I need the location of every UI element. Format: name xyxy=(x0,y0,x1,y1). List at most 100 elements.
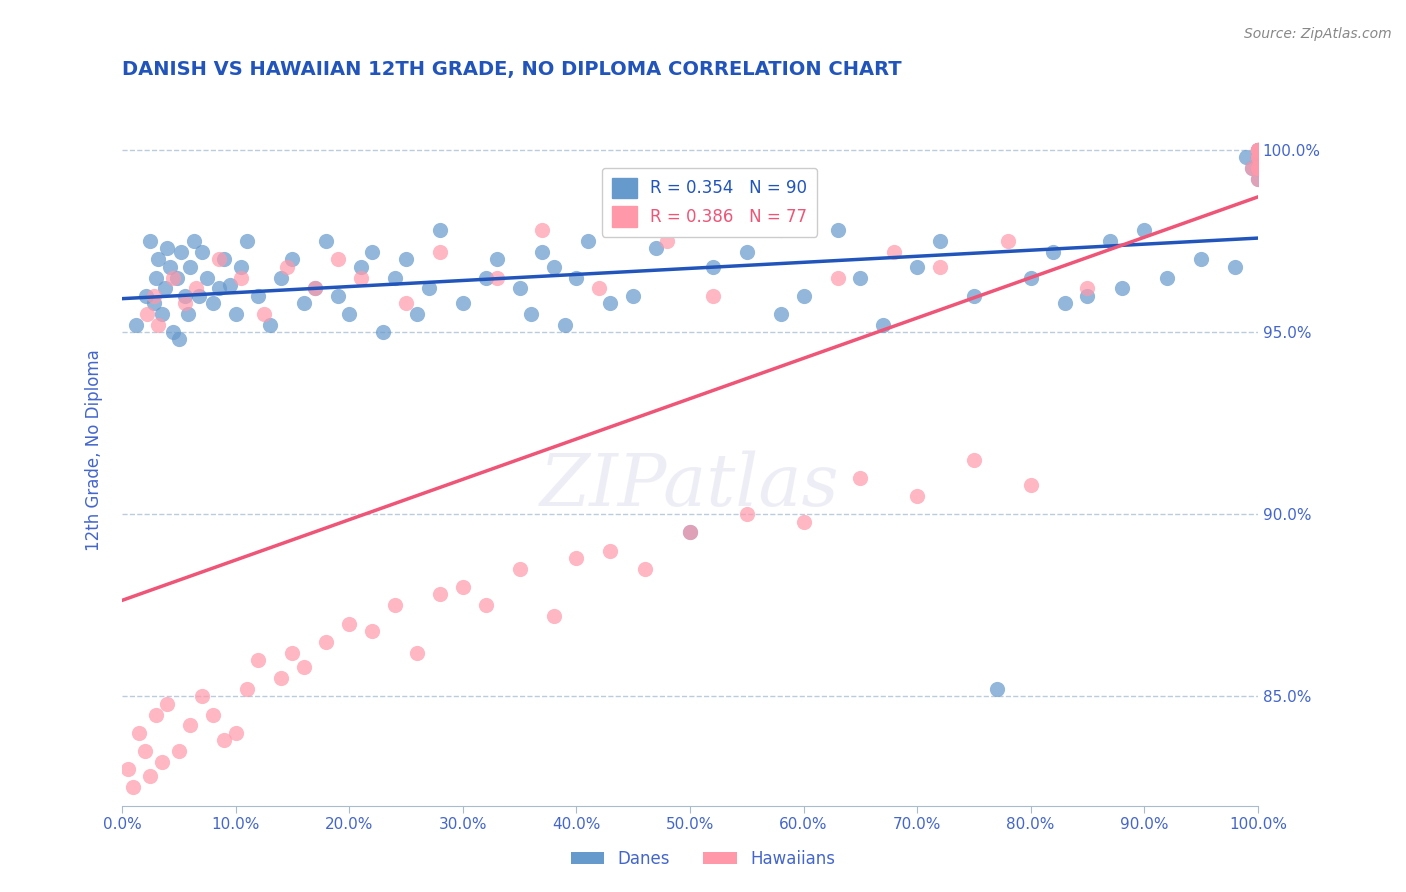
Hawaiians xyxy=(1241,161,1264,176)
Hawaiians xyxy=(633,562,655,576)
Hawaiians xyxy=(117,762,139,776)
Danes xyxy=(928,234,950,248)
Hawaiians xyxy=(1019,478,1042,492)
Hawaiians xyxy=(429,587,451,601)
Danes xyxy=(827,223,849,237)
Hawaiians xyxy=(134,744,156,758)
Danes xyxy=(531,245,554,260)
Danes xyxy=(159,260,181,274)
Danes xyxy=(190,245,212,260)
Danes xyxy=(986,681,1008,696)
Hawaiians xyxy=(236,681,259,696)
Hawaiians xyxy=(827,270,849,285)
Hawaiians xyxy=(136,307,159,321)
Hawaiians xyxy=(1247,161,1270,176)
Hawaiians xyxy=(1247,150,1270,164)
Hawaiians xyxy=(214,733,236,747)
Danes xyxy=(315,234,337,248)
Danes xyxy=(963,289,986,303)
Danes xyxy=(259,318,281,332)
Danes xyxy=(201,296,224,310)
Danes xyxy=(406,307,429,321)
Hawaiians xyxy=(997,234,1019,248)
Danes xyxy=(167,333,190,347)
Danes xyxy=(485,252,508,267)
Hawaiians xyxy=(173,296,195,310)
Danes xyxy=(599,296,621,310)
Danes xyxy=(179,260,201,274)
Hawaiians xyxy=(565,551,588,566)
Hawaiians xyxy=(326,252,349,267)
Danes xyxy=(177,307,200,321)
Danes xyxy=(166,270,188,285)
Danes xyxy=(621,289,644,303)
Legend: Danes, Hawaiians: Danes, Hawaiians xyxy=(564,844,842,875)
Danes xyxy=(139,234,162,248)
Danes xyxy=(349,260,371,274)
Danes xyxy=(1247,143,1270,157)
Hawaiians xyxy=(928,260,950,274)
Hawaiians xyxy=(162,270,184,285)
Hawaiians xyxy=(429,245,451,260)
Danes xyxy=(270,270,292,285)
Danes xyxy=(183,234,205,248)
Danes xyxy=(281,252,304,267)
Hawaiians xyxy=(184,281,207,295)
Hawaiians xyxy=(190,690,212,704)
Hawaiians xyxy=(276,260,298,274)
Hawaiians xyxy=(1247,150,1270,164)
Danes xyxy=(1133,223,1156,237)
Hawaiians xyxy=(1076,281,1098,295)
Danes xyxy=(156,241,179,255)
Danes xyxy=(1247,172,1270,186)
Danes xyxy=(148,252,170,267)
Hawaiians xyxy=(122,780,145,795)
Hawaiians xyxy=(167,744,190,758)
Danes xyxy=(1247,161,1270,176)
Hawaiians xyxy=(588,281,610,295)
Danes xyxy=(429,223,451,237)
Danes xyxy=(1076,289,1098,303)
Danes xyxy=(905,260,928,274)
Hawaiians xyxy=(128,725,150,739)
Danes xyxy=(395,252,418,267)
Hawaiians xyxy=(883,245,905,260)
Danes xyxy=(214,252,236,267)
Danes xyxy=(1247,143,1270,157)
Hawaiians xyxy=(179,718,201,732)
Danes xyxy=(554,318,576,332)
Danes xyxy=(195,270,218,285)
Hawaiians xyxy=(599,543,621,558)
Hawaiians xyxy=(253,307,276,321)
Danes xyxy=(1156,270,1178,285)
Hawaiians xyxy=(963,452,986,467)
Hawaiians xyxy=(702,289,724,303)
Danes xyxy=(565,270,588,285)
Danes xyxy=(1053,296,1076,310)
Danes xyxy=(236,234,259,248)
Hawaiians xyxy=(509,562,531,576)
Legend: R = 0.354   N = 90, R = 0.386   N = 77: R = 0.354 N = 90, R = 0.386 N = 77 xyxy=(602,168,817,236)
Hawaiians xyxy=(769,223,792,237)
Hawaiians xyxy=(349,270,371,285)
Danes xyxy=(155,281,177,295)
Danes xyxy=(384,270,406,285)
Hawaiians xyxy=(406,646,429,660)
Danes xyxy=(1247,143,1270,157)
Hawaiians xyxy=(270,671,292,685)
Hawaiians xyxy=(361,624,384,638)
Hawaiians xyxy=(451,580,474,594)
Danes xyxy=(337,307,360,321)
Danes xyxy=(292,296,315,310)
Hawaiians xyxy=(281,646,304,660)
Danes xyxy=(1236,150,1258,164)
Hawaiians xyxy=(679,525,702,540)
Danes xyxy=(792,289,814,303)
Danes xyxy=(543,260,565,274)
Danes xyxy=(142,296,165,310)
Text: DANISH VS HAWAIIAN 12TH GRADE, NO DIPLOMA CORRELATION CHART: DANISH VS HAWAIIAN 12TH GRADE, NO DIPLOM… xyxy=(122,60,901,78)
Hawaiians xyxy=(156,697,179,711)
Hawaiians xyxy=(657,234,679,248)
Danes xyxy=(418,281,440,295)
Danes xyxy=(225,307,247,321)
